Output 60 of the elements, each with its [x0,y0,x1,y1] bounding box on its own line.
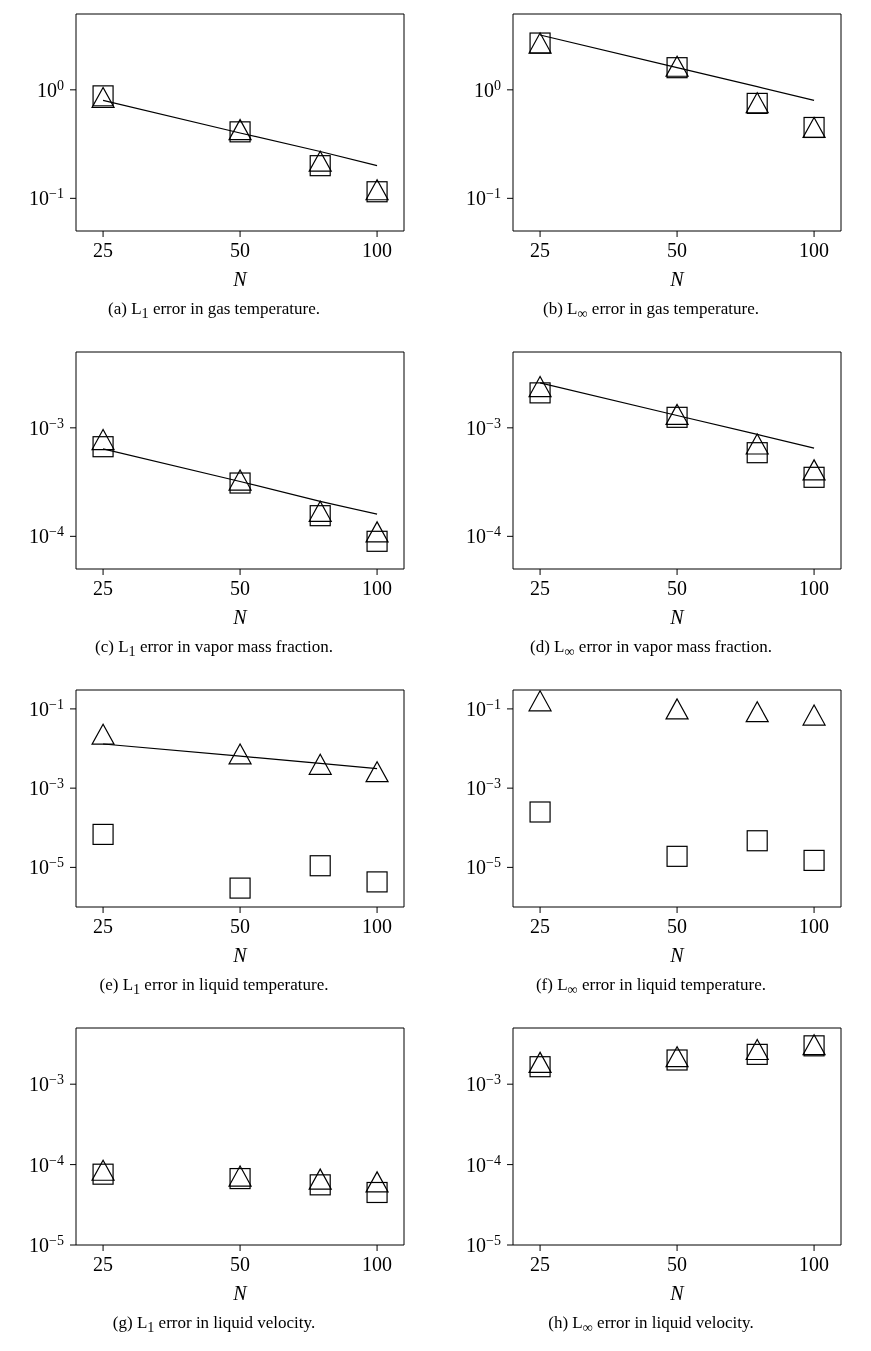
x-axis-title: N [232,944,249,966]
text: (a) L$_{1}$ error in gas temperature. [107,299,321,323]
y-tick-label: 10$^{−1}$ [466,185,501,210]
x-axis-title: N [669,606,686,628]
y-tick-label: 10$^{−5}$ [466,854,501,879]
y-tick-label: 10$^{−4}$ [29,523,64,548]
y-tick-label: 10$^{−4}$ [466,523,501,548]
text: (b) L$_{∞}$ error in gas temperature. [542,299,760,323]
x-axis-title: N [232,1282,249,1304]
text: (h) L$_{∞}$ error in liquid velocity. [547,1313,755,1337]
x-tick-label: 100 [799,239,830,261]
x-tick-label: 50 [230,915,251,937]
y-tick-label: 10$^{−1}$ [29,185,64,210]
text: (c) L$_{1}$ error in vapor mass fraction. [94,637,334,661]
x-tick-label: 25 [93,1253,114,1275]
x-tick-label: 50 [667,239,688,261]
y-tick-label: 10$^{−3}$ [29,1071,64,1096]
x-tick-label: 50 [667,915,688,937]
x-tick-label: 25 [93,239,114,261]
y-tick-label: 10$^{−3}$ [466,415,501,439]
x-tick-label: 50 [667,577,688,599]
y-tick-label: 10$^{−3}$ [29,415,64,439]
x-axis-title: N [669,268,686,290]
text: (d) L$_{∞}$ error in vapor mass fraction. [529,637,773,661]
y-tick-label: 10$^{0}$ [37,77,64,101]
x-tick-label: 25 [530,1253,551,1275]
x-tick-label: 50 [230,239,251,261]
x-tick-label: 25 [93,577,114,599]
x-tick-label: 100 [362,1253,393,1275]
x-tick-label: 50 [667,1253,688,1275]
text: (f) L$_{∞}$ error in liquid temperature. [534,975,768,999]
y-tick-label: 10$^{−5}$ [29,854,64,879]
y-tick-label: 10$^{−3}$ [466,775,501,800]
x-axis-title: N [232,268,249,290]
x-tick-label: 100 [799,577,830,599]
y-tick-label: 10$^{−3}$ [466,1071,501,1096]
x-tick-label: 25 [530,915,551,937]
y-tick-label: 10$^{−5}$ [466,1232,501,1256]
x-tick-label: 25 [530,577,551,599]
x-tick-label: 100 [362,915,393,937]
y-tick-label: 10$^{−1}$ [29,696,64,720]
y-tick-label: 10$^{−1}$ [466,696,501,720]
text: (e) L$_{1}$ error in liquid temperature. [98,975,330,999]
x-tick-label: 100 [799,915,830,937]
x-tick-label: 50 [230,1253,251,1275]
x-axis-title: N [669,944,686,966]
x-tick-label: 25 [530,239,551,261]
x-axis-title: N [232,606,249,628]
y-tick-label: 10$^{−4}$ [466,1152,501,1176]
y-tick-label: 10$^{0}$ [474,77,501,101]
x-tick-label: 100 [799,1253,830,1275]
x-tick-label: 100 [362,577,393,599]
y-tick-label: 10$^{−4}$ [29,1152,64,1176]
x-axis-title: N [669,1282,686,1304]
x-tick-label: 100 [362,239,393,261]
text: (g) L$_{1}$ error in liquid velocity. [111,1313,317,1337]
x-tick-label: 50 [230,577,251,599]
y-tick-label: 10$^{−3}$ [29,775,64,800]
x-tick-label: 25 [93,915,114,937]
y-tick-label: 10$^{−5}$ [29,1232,64,1256]
